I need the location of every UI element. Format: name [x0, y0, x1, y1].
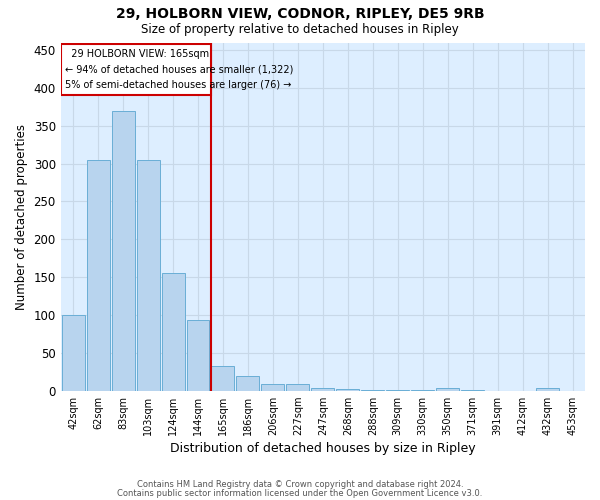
Bar — [187, 320, 209, 390]
Text: Contains public sector information licensed under the Open Government Licence v3: Contains public sector information licen… — [118, 489, 482, 498]
Text: 29 HOLBORN VIEW: 165sqm
← 94% of detached houses are smaller (1,322)
5% of semi-: 29 HOLBORN VIEW: 165sqm ← 94% of detache… — [65, 49, 293, 90]
Bar — [311, 388, 334, 390]
Text: 29, HOLBORN VIEW, CODNOR, RIPLEY, DE5 9RB: 29, HOLBORN VIEW, CODNOR, RIPLEY, DE5 9R… — [116, 8, 484, 22]
Bar — [137, 160, 160, 390]
Bar — [86, 160, 110, 390]
Text: Size of property relative to detached houses in Ripley: Size of property relative to detached ho… — [141, 22, 459, 36]
Bar — [211, 366, 235, 390]
Bar — [236, 376, 259, 390]
Bar — [112, 110, 134, 390]
Bar — [161, 274, 185, 390]
Bar — [337, 389, 359, 390]
Bar — [536, 388, 559, 390]
Bar — [62, 315, 85, 390]
Bar — [436, 388, 459, 390]
Text: Contains HM Land Registry data © Crown copyright and database right 2024.: Contains HM Land Registry data © Crown c… — [137, 480, 463, 489]
X-axis label: Distribution of detached houses by size in Ripley: Distribution of detached houses by size … — [170, 442, 476, 455]
FancyBboxPatch shape — [61, 44, 211, 96]
Y-axis label: Number of detached properties: Number of detached properties — [15, 124, 28, 310]
Bar — [286, 384, 310, 390]
Bar — [262, 384, 284, 390]
